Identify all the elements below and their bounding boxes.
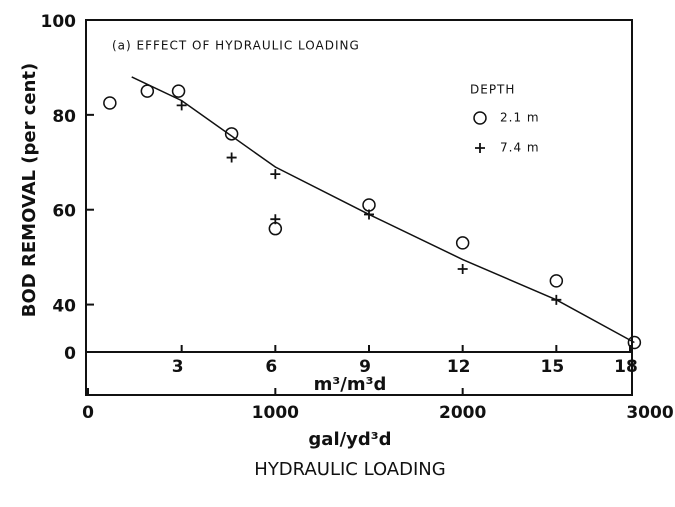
point — [457, 264, 468, 274]
point — [140, 84, 155, 98]
x-tick-label: 3 — [172, 357, 184, 377]
x2-tick-label: 1000 — [252, 403, 299, 423]
point — [171, 84, 186, 98]
plot-frame — [85, 19, 633, 396]
x2-axis-title: HYDRAULIC LOADING — [254, 459, 445, 480]
x-tick-label: 12 — [447, 357, 471, 377]
chart-title: (a) EFFECT OF HYDRAULIC LOADING — [112, 39, 360, 53]
point — [176, 100, 187, 111]
x2-axis-label: gal/yd³d — [308, 429, 391, 450]
point — [103, 96, 117, 110]
fit-line — [131, 76, 635, 344]
legend-label: 2.1 m — [500, 111, 540, 125]
legend-marker — [473, 111, 487, 125]
point — [224, 127, 239, 141]
point — [364, 209, 374, 220]
x2-tick-label: 2000 — [439, 403, 486, 423]
point — [455, 236, 470, 250]
x-axis-label: m³/m³d — [314, 374, 387, 395]
legend-marker — [475, 143, 485, 153]
legend-label: 7.4 m — [500, 141, 540, 155]
x-tick-label: 9 — [359, 357, 371, 377]
point — [362, 198, 376, 212]
point — [268, 221, 283, 236]
point — [627, 335, 642, 350]
y-tick-label: 80 — [52, 107, 76, 127]
x-tick-label: 6 — [265, 357, 277, 377]
point — [270, 169, 281, 180]
point — [551, 294, 562, 305]
y-tick-label: 100 — [41, 12, 77, 32]
x2-tick-label: 0 — [82, 403, 94, 423]
legend-title: DEPTH — [470, 83, 515, 97]
point — [226, 152, 237, 163]
x-tick-label: 15 — [540, 357, 564, 377]
y-tick-label: 40 — [52, 297, 76, 317]
x-tick-label: 18 — [614, 357, 638, 377]
y-tick-label: 60 — [52, 202, 76, 222]
y-axis-label: BOD REMOVAL (per cent) — [19, 63, 40, 317]
point — [270, 214, 281, 225]
x2-tick-label: 3000 — [626, 403, 673, 423]
point — [549, 274, 564, 288]
y-tick-label: 0 — [64, 344, 76, 364]
